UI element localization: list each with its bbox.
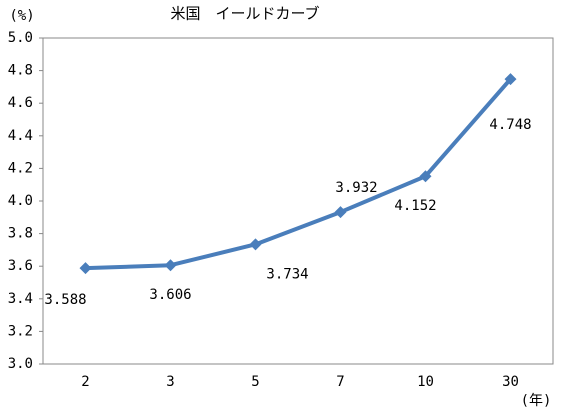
marker bbox=[504, 73, 517, 86]
x-tick-label: 5 bbox=[251, 374, 259, 390]
marker bbox=[419, 170, 432, 183]
marker bbox=[79, 262, 92, 275]
data-label: 4.748 bbox=[489, 117, 531, 133]
plot-border bbox=[42, 37, 554, 365]
y-tick-label: 3.4 bbox=[8, 291, 33, 307]
y-tick-label: 3.6 bbox=[8, 258, 33, 274]
x-axis-label: (年) bbox=[521, 393, 552, 409]
y-tick-label: 4.4 bbox=[8, 128, 33, 144]
data-label: 3.588 bbox=[44, 292, 86, 308]
y-tick-label: 5.0 bbox=[8, 30, 33, 46]
data-label: 3.932 bbox=[335, 180, 377, 196]
x-tick-label: 30 bbox=[502, 374, 519, 390]
chart-title: 米国 イールドカーブ bbox=[170, 5, 319, 23]
y-tick-label: 4.8 bbox=[8, 63, 33, 79]
marker bbox=[249, 238, 262, 251]
data-label: 3.606 bbox=[149, 287, 191, 303]
x-tick-label: 10 bbox=[417, 374, 434, 390]
data-label: 4.152 bbox=[394, 198, 436, 214]
y-tick-label: 3.8 bbox=[8, 226, 33, 242]
x-tick-label: 2 bbox=[81, 374, 89, 390]
y-tick-label: 4.0 bbox=[8, 193, 33, 209]
data-label: 3.734 bbox=[266, 266, 308, 282]
y-tick-label: 3.2 bbox=[8, 323, 33, 339]
marker bbox=[334, 206, 347, 219]
y-axis-label: (%) bbox=[9, 8, 34, 24]
y-tick-label: 4.6 bbox=[8, 95, 33, 111]
y-tick-label: 3.0 bbox=[8, 356, 33, 372]
series-line bbox=[85, 77, 513, 271]
x-tick-label: 3 bbox=[166, 374, 174, 390]
marker bbox=[164, 259, 177, 272]
y-tick-label: 4.2 bbox=[8, 160, 33, 176]
x-tick-label: 7 bbox=[336, 374, 344, 390]
